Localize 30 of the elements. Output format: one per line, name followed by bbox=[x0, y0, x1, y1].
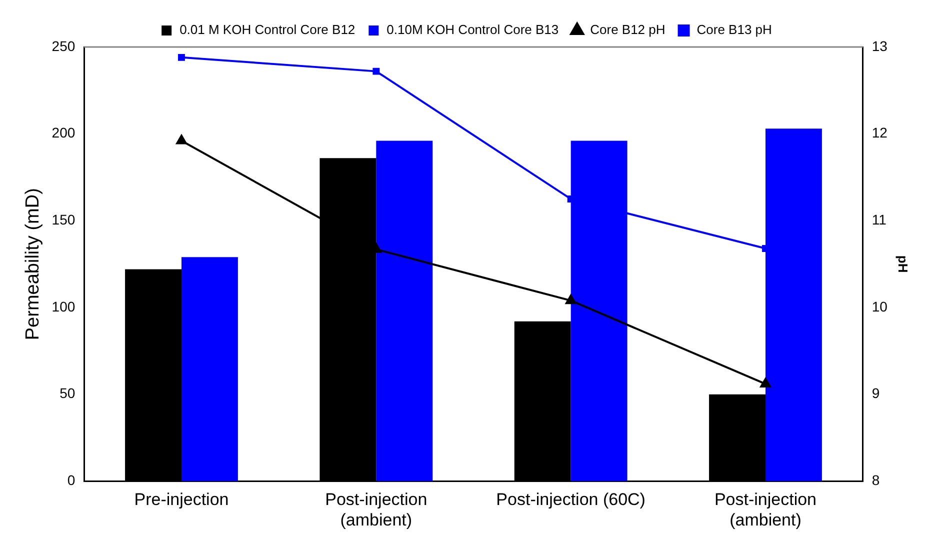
y2-tick-label: 11 bbox=[872, 212, 887, 228]
y-tick-label: 250 bbox=[52, 38, 76, 54]
x-tick-label: Post-injection (ambient) bbox=[714, 490, 817, 530]
x-tick-label: Post-injection (ambient) bbox=[325, 490, 428, 530]
point bbox=[565, 294, 576, 304]
x-tick-label: Pre-injection bbox=[134, 490, 229, 510]
point bbox=[176, 134, 187, 144]
y2-axis-title: pH bbox=[896, 255, 911, 273]
y2-tick-label: 12 bbox=[872, 124, 888, 141]
point bbox=[760, 378, 771, 388]
x-tick-label: Post-injection (60C) bbox=[496, 490, 646, 510]
y2-tick-label: 9 bbox=[872, 385, 880, 402]
y2-tick-label: 8 bbox=[872, 472, 880, 488]
point bbox=[372, 68, 380, 75]
point bbox=[178, 54, 185, 61]
y2-tick-label: 10 bbox=[872, 298, 888, 314]
y2-tick-label: 13 bbox=[872, 38, 888, 54]
bar bbox=[181, 257, 238, 482]
y-tick-label: 200 bbox=[52, 124, 76, 141]
legend-label: Core B13 pH bbox=[696, 22, 772, 38]
y-tick-label: 50 bbox=[60, 385, 76, 402]
bar bbox=[765, 128, 822, 482]
y-tick-label: 0 bbox=[67, 472, 76, 488]
y-tick-label: 150 bbox=[52, 212, 76, 228]
y-axis-title: Permeability (mD) bbox=[22, 188, 44, 340]
legend-label: Core B12 pH bbox=[590, 22, 666, 38]
legend-label: 0.10M KOH Control Core B13 bbox=[386, 22, 559, 38]
y-tick-label: 100 bbox=[52, 298, 76, 314]
legend-label: 0.01 M KOH Control Core B12 bbox=[180, 22, 356, 38]
bar bbox=[376, 140, 433, 482]
